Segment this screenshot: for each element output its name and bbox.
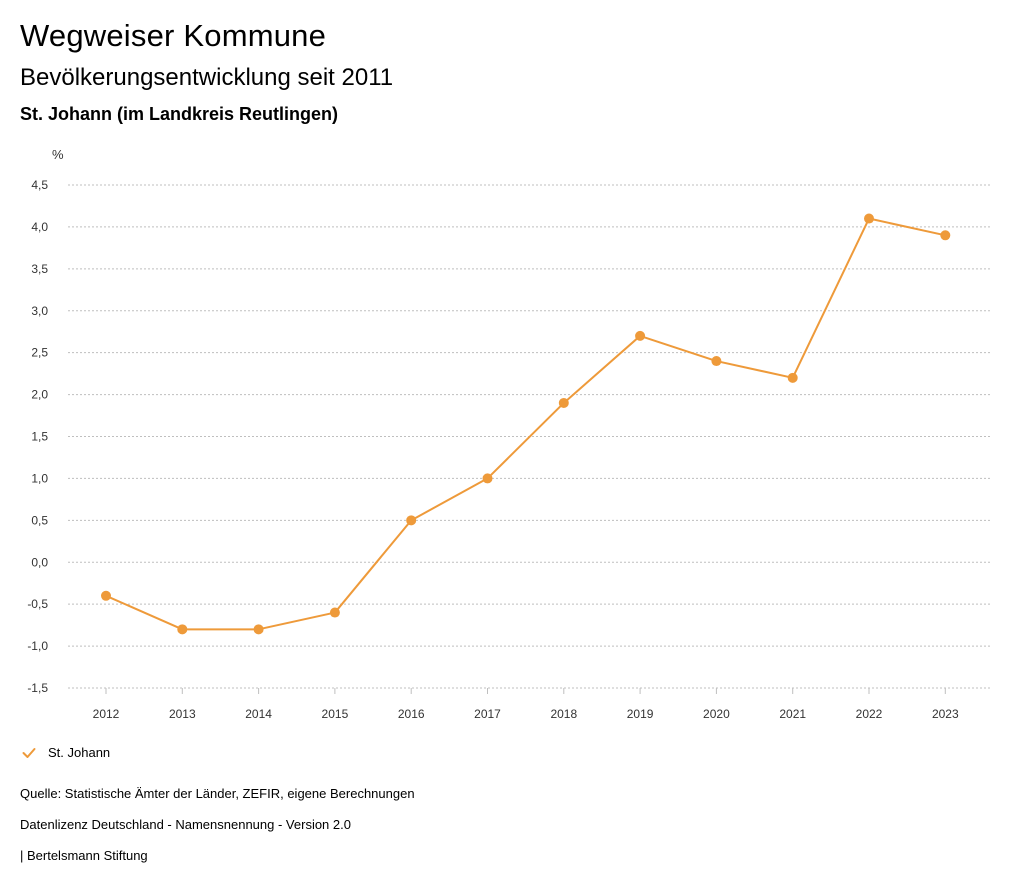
- data-series: [101, 213, 951, 635]
- data-point[interactable]: [940, 230, 951, 241]
- y-axis-unit-label: %: [52, 147, 64, 162]
- data-point[interactable]: [253, 624, 264, 635]
- page-title: Wegweiser Kommune: [20, 18, 327, 53]
- series-line: [105, 217, 946, 631]
- check-icon: [22, 747, 36, 759]
- data-point[interactable]: [558, 397, 569, 408]
- y-tick-label: 2,0: [31, 388, 48, 402]
- x-tick-label: 2023: [932, 707, 959, 721]
- data-point[interactable]: [787, 372, 798, 383]
- x-tick-label: 2015: [322, 707, 349, 721]
- data-point[interactable]: [711, 356, 722, 367]
- data-point[interactable]: [101, 590, 111, 601]
- data-point[interactable]: [864, 213, 874, 224]
- y-tick-label: 0,5: [31, 513, 48, 527]
- y-axis: -1,5 -1,0 -0,5 0,0 0,5 1,0 1,5 2,0 2,5 3,0 3,5 4,0 4…: [27, 178, 48, 695]
- x-tick-label: 2021: [779, 707, 806, 721]
- y-tick-label: -1,0: [27, 639, 48, 653]
- grid-lines: [68, 184, 990, 689]
- x-axis: 2012 2013 2014 2015 2016 2017 2018 2019 2020 2021…: [93, 688, 959, 721]
- license-note: Datenlizenz Deutschland - Namensnennung …: [20, 817, 351, 832]
- x-tick-label: 2014: [245, 707, 272, 721]
- data-point[interactable]: [635, 330, 646, 341]
- x-tick-label: 2017: [474, 707, 501, 721]
- x-tick-label: 2019: [627, 707, 654, 721]
- x-tick-label: 2020: [703, 707, 730, 721]
- x-tick-label: 2018: [550, 707, 577, 721]
- y-tick-label: 1,0: [31, 471, 48, 485]
- y-tick-label: -1,5: [27, 681, 48, 695]
- data-point[interactable]: [177, 624, 188, 635]
- data-point[interactable]: [482, 473, 493, 484]
- y-tick-label: 4,5: [31, 178, 48, 192]
- y-tick-label: -0,5: [27, 597, 48, 611]
- x-tick-label: 2013: [169, 707, 196, 721]
- legend[interactable]: St. Johann: [22, 745, 110, 760]
- line-chart: % -1,5 -1,0 -0,5 0,0 0,5 1,0 1,5 2,0 2,5 3,0 3,5 4,…: [27, 147, 990, 721]
- y-tick-label: 3,5: [31, 262, 48, 276]
- y-tick-label: 2,5: [31, 346, 48, 360]
- data-point[interactable]: [329, 607, 340, 618]
- legend-label: St. Johann: [48, 745, 111, 760]
- y-tick-label: 4,0: [31, 220, 48, 234]
- chart-subtitle: Bevölkerungsentwicklung seit 2011: [20, 64, 394, 91]
- y-tick-label: 0,0: [31, 555, 48, 569]
- publisher-note: | Bertelsmann Stiftung: [20, 848, 148, 863]
- x-tick-label: 2016: [398, 707, 425, 721]
- y-tick-label: 1,5: [31, 430, 48, 444]
- x-tick-label: 2022: [856, 707, 883, 721]
- data-point[interactable]: [406, 515, 417, 526]
- region-name: St. Johann (im Landkreis Reutlingen): [20, 104, 339, 124]
- x-tick-label: 2012: [93, 707, 120, 721]
- source-note: Quelle: Statistische Ämter der Länder, Z…: [20, 786, 415, 801]
- y-tick-label: 3,0: [31, 304, 48, 318]
